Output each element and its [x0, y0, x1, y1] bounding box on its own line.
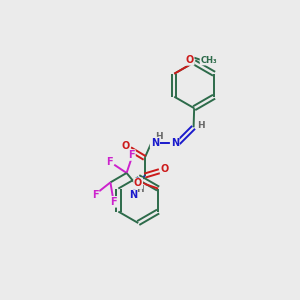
Text: H: H [155, 132, 163, 141]
Text: N: N [171, 138, 179, 148]
Text: F: F [110, 197, 117, 207]
Text: N: N [151, 138, 159, 148]
Text: O: O [134, 178, 142, 188]
Text: F: F [92, 190, 98, 200]
Text: H: H [197, 122, 205, 130]
Text: CH₃: CH₃ [200, 56, 217, 65]
Text: F: F [106, 158, 112, 167]
Text: O: O [122, 141, 130, 151]
Text: F: F [128, 150, 135, 160]
Text: N: N [129, 190, 137, 200]
Text: O: O [185, 55, 194, 65]
Text: O: O [160, 164, 169, 174]
Text: H: H [136, 185, 144, 194]
